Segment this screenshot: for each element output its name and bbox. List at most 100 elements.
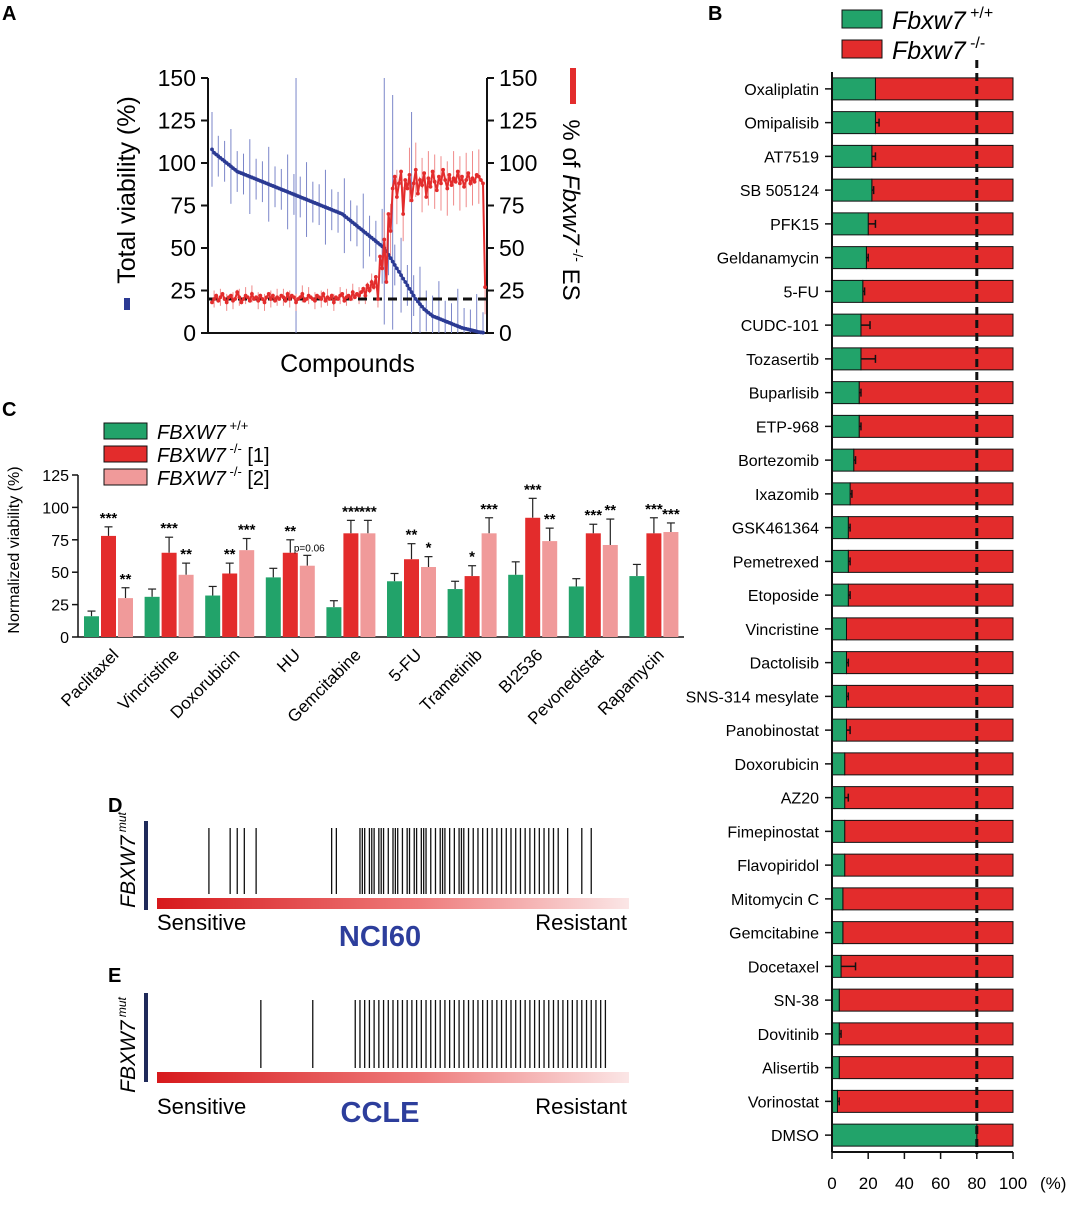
legend-genotype: +/+ xyxy=(226,418,248,433)
viability-point xyxy=(415,299,420,304)
escape-point xyxy=(483,285,488,289)
bar xyxy=(629,576,645,637)
row-label-gene: FBXW7 xyxy=(117,834,140,908)
sensitive-label: Sensitive xyxy=(157,1094,246,1119)
bar xyxy=(542,541,558,637)
escape-point xyxy=(287,297,292,301)
legend-gene: Fbxw7 xyxy=(892,37,967,65)
bar-ko xyxy=(838,1056,1014,1080)
bar xyxy=(663,532,679,637)
bar xyxy=(326,607,342,637)
escape-point xyxy=(390,186,395,191)
escape-point xyxy=(439,181,443,186)
bar-wt xyxy=(831,752,846,776)
x-tick-label: 0 xyxy=(827,1174,836,1193)
category-label: GSK461364 xyxy=(732,521,819,538)
category-label: Mitomycin C xyxy=(731,892,819,909)
escape-point xyxy=(214,293,219,298)
x-tick-label: 100 xyxy=(999,1174,1027,1193)
rank-gradient xyxy=(157,898,629,909)
significance-label: * xyxy=(469,549,475,566)
escape-point xyxy=(292,295,296,300)
escape-point xyxy=(348,297,353,301)
legend-label: Fbxw7 +/+ xyxy=(892,5,993,35)
bar-ko xyxy=(865,246,1014,270)
bar-wt xyxy=(831,516,849,540)
row-label-sup: mut xyxy=(115,996,129,1020)
bar-wt xyxy=(831,414,860,438)
bar-wt xyxy=(831,651,847,675)
bar-ko xyxy=(844,752,1014,776)
y-axis-left-label: Total viability (%) xyxy=(113,96,141,284)
category-label: HU xyxy=(273,645,304,676)
escape-point xyxy=(384,280,389,284)
significance-label: ** xyxy=(604,502,616,519)
bar xyxy=(585,533,601,637)
significance-label: ** xyxy=(406,527,418,544)
dataset-label: NCI60 xyxy=(339,921,421,953)
escape-point xyxy=(258,293,263,298)
bar-ko xyxy=(862,279,1014,303)
escape-point xyxy=(411,181,416,186)
escape-point xyxy=(260,297,265,301)
left-series-key xyxy=(124,298,130,310)
escape-point xyxy=(453,179,458,184)
bar xyxy=(404,559,419,637)
bar-ko xyxy=(836,1089,1014,1113)
escape-point xyxy=(472,179,477,184)
bar xyxy=(178,574,194,637)
right-tick-label: 75 xyxy=(499,193,525,219)
escape-point xyxy=(376,297,380,301)
legend-gene: FBXW7 xyxy=(157,468,227,490)
escape-point xyxy=(336,297,340,301)
bar-wt xyxy=(831,819,846,843)
bar-ko xyxy=(849,482,1014,506)
bar-ko xyxy=(838,1022,1014,1046)
bar xyxy=(101,535,116,637)
escape-point xyxy=(426,176,431,181)
bar-wt xyxy=(831,954,842,978)
escape-point xyxy=(445,186,450,191)
category-label: Doxorubicin xyxy=(735,757,819,774)
category-label: Tozasertib xyxy=(746,352,819,369)
bar-ko xyxy=(844,853,1014,877)
escape-point xyxy=(210,300,214,305)
escape-point xyxy=(478,178,483,182)
left-tick-label: 125 xyxy=(158,108,196,134)
legend-genotype: -/- xyxy=(966,35,986,52)
right-series-key xyxy=(570,68,576,104)
escape-point xyxy=(237,295,242,300)
bar-wt xyxy=(831,1022,840,1046)
escape-point xyxy=(363,293,368,298)
category-label: Ixazomib xyxy=(755,487,819,504)
bar-wt xyxy=(831,279,864,303)
category-label: AZ20 xyxy=(781,791,819,808)
escape-point xyxy=(266,292,271,296)
bar xyxy=(568,586,584,637)
significance-label: *** xyxy=(342,503,360,520)
legend-gene: FBXW7 xyxy=(157,422,227,444)
escape-point xyxy=(413,167,418,172)
escape-point xyxy=(220,292,225,296)
escape-point xyxy=(432,179,437,184)
row-marker xyxy=(144,993,148,1082)
category-label: 5-FU xyxy=(783,284,819,301)
bar-wt xyxy=(831,482,851,506)
bar xyxy=(508,574,524,637)
category-label: Buparlisib xyxy=(749,386,819,403)
bar-ko xyxy=(838,988,1014,1012)
legend-gene: Fbxw7 xyxy=(892,7,967,35)
escape-point xyxy=(323,298,328,303)
bar-wt xyxy=(831,718,847,742)
bar xyxy=(161,552,177,637)
category-label: AT7519 xyxy=(764,149,819,166)
escape-point xyxy=(346,293,351,298)
escape-point xyxy=(405,186,410,191)
escape-point xyxy=(357,293,361,298)
bar-ko xyxy=(844,786,1014,810)
bar xyxy=(343,533,359,637)
bar xyxy=(299,565,315,637)
escape-point xyxy=(447,173,452,177)
bar-ko xyxy=(842,921,1014,945)
escape-point xyxy=(361,286,366,291)
